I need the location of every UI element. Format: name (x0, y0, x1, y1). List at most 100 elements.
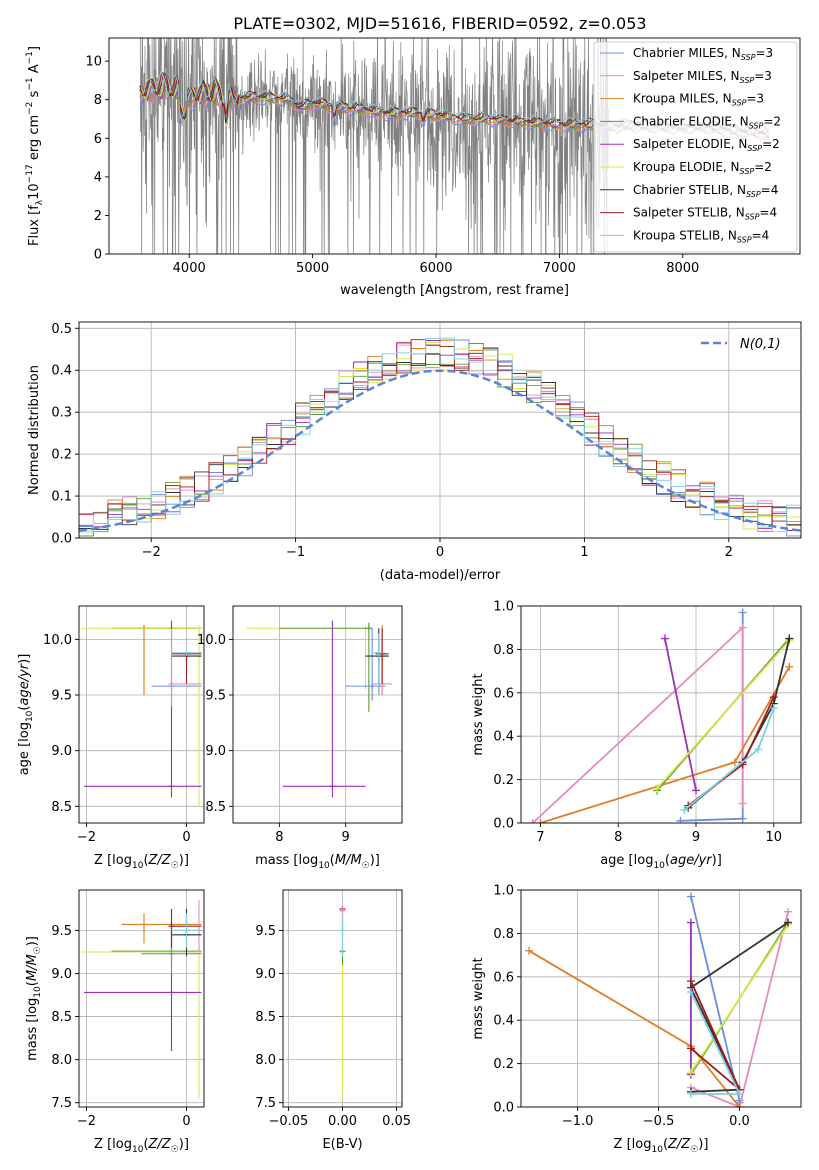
point-marker (365, 625, 372, 632)
point-marker (738, 814, 747, 823)
point-marker (738, 799, 747, 808)
y-tick-label: 7.5 (255, 1096, 276, 1111)
x-axis-label: Z [log10(Z/Z☉)] (94, 1137, 189, 1155)
text-span: )] (698, 1137, 708, 1152)
panel-weight-vs-metallicity: −1.0 −0.5 0.0 0.0 0.2 0.4 0.6 0.8 1.0 Z [log10(Z/… (471, 884, 802, 1155)
x-axis-label: mass [log10(M/M☉)] (255, 853, 380, 871)
y-tick-label: 8 (94, 93, 102, 108)
text-span: SSP (746, 190, 761, 199)
point-marker (183, 649, 190, 656)
y-tick-label: 0.0 (493, 1101, 514, 1116)
panel-mass-vs-metallicity: −2 07.58.08.59.09.5Z [log10(Z/Z☉)]mass [l… (25, 889, 205, 1155)
y-tick-label: 9.0 (51, 967, 72, 982)
axes-border (232, 605, 403, 824)
text-span: Normed distribution (27, 365, 42, 495)
text-span: 10 (33, 986, 43, 998)
text-span: )] (712, 853, 722, 868)
text-span: Salpeter STELIB, N (633, 206, 745, 220)
point-marker (168, 923, 175, 930)
text-span: M/M (335, 853, 362, 868)
point-marker (660, 634, 669, 643)
axes-frame: −2 0 7.5 8.0 8.5 9.0 9.5 (51, 889, 205, 1129)
text-span: ☉ (33, 946, 43, 954)
text-span: s (27, 90, 42, 101)
y-axis-label: mass [log10(M/M☉)] (25, 936, 43, 1061)
x-tick-label: 2 (725, 545, 733, 560)
point-marker (680, 805, 689, 814)
y-tick-label: 0.4 (51, 364, 72, 379)
y-tick-label: 0.5 (51, 322, 72, 337)
y-tick-label: 10.0 (43, 633, 72, 648)
text-span: 10 (132, 1145, 144, 1155)
text-span: =4 (752, 228, 770, 242)
point-marker (525, 946, 534, 955)
text-span: (data-model)/error (380, 568, 501, 583)
text-span: =2 (754, 160, 772, 174)
histogram-step (79, 347, 801, 531)
axes-border (78, 605, 205, 824)
y-axis-label: age [log10(age/yr)] (17, 654, 35, 776)
x-tick-label: 9 (342, 830, 350, 845)
point-marker (536, 819, 545, 823)
y-tick-label: 8.5 (255, 1010, 276, 1025)
text-span: =3 (746, 92, 764, 106)
text-span: −2 (25, 102, 35, 115)
text-span: ☉ (362, 861, 370, 871)
text-span: E(B-V) (322, 1137, 362, 1152)
point-marker (369, 683, 376, 690)
point-marker (785, 662, 794, 671)
point-marker (686, 1089, 695, 1098)
y-tick-label: 10.0 (197, 633, 226, 648)
point-marker (769, 703, 778, 712)
legend-entry: Chabrier STELIB, NSSP=4 (633, 183, 778, 199)
y-tick-label: 9.0 (255, 967, 276, 982)
y-tick-label: 0.8 (493, 927, 514, 942)
y-tick-label: 9.5 (51, 689, 72, 704)
plot-area (81, 900, 202, 1099)
y-tick-label: 9.5 (51, 924, 72, 939)
text-span: wavelength [Angstrom, rest frame] (340, 283, 569, 298)
text-span: 10 (653, 861, 665, 871)
y-tick-label: 0.0 (51, 532, 72, 547)
y-tick-label: 9.5 (255, 924, 276, 939)
x-tick-label: 1 (580, 545, 588, 560)
text-span: SSP (740, 76, 755, 85)
point-marker (329, 783, 336, 790)
text-span: ☉ (171, 1145, 179, 1155)
y-tick-label: 8.5 (51, 800, 72, 815)
x-tick-label: −2 (142, 545, 161, 560)
y-axis-label: mass weight (471, 673, 486, 755)
text-span: Kroupa MILES, N (633, 92, 732, 106)
text-span: −17 (25, 164, 35, 183)
series-line (656, 640, 790, 789)
text-span: 10 (318, 861, 330, 871)
text-span: SSP (740, 167, 755, 176)
point-marker (686, 1068, 695, 1077)
text-span: Z/Z (667, 1137, 691, 1152)
point-marker (379, 650, 386, 657)
x-tick-label: 4000 (173, 261, 206, 276)
point-marker (784, 907, 793, 916)
axes-frame: 7 8 9 10 0.0 0.2 0.4 0.6 0.8 1.0 (493, 600, 802, 845)
legend-entry: Salpeter STELIB, NSSP=4 (633, 206, 777, 222)
y-tick-label: 6 (94, 132, 102, 147)
y-tick-label: 0.8 (493, 643, 514, 658)
x-tick-label: 6000 (419, 261, 452, 276)
text-span: 10 (132, 861, 144, 871)
y-tick-label: 4 (94, 170, 102, 185)
x-tick-label: −1 (286, 545, 305, 560)
panel-age-vs-metallicity: −2 08.59.09.510.0Z [log10(Z/Z☉)]age [log1… (17, 605, 205, 871)
text-span: age/yr (17, 662, 32, 705)
text-span: Z [log (94, 1137, 132, 1152)
axes-border (108, 37, 801, 255)
legend-entry: Kroupa ELODIE, NSSP=2 (633, 160, 772, 176)
x-tick-label: 10 (766, 830, 783, 845)
x-tick-label: −0.5 (643, 1114, 675, 1129)
histogram-step (79, 337, 801, 533)
text-span: )] (179, 853, 189, 868)
point-marker (735, 1089, 744, 1098)
x-tick-label: 0.00 (328, 1114, 357, 1129)
text-span: ( (665, 853, 670, 868)
series-line (680, 612, 744, 822)
series-line (664, 638, 697, 791)
